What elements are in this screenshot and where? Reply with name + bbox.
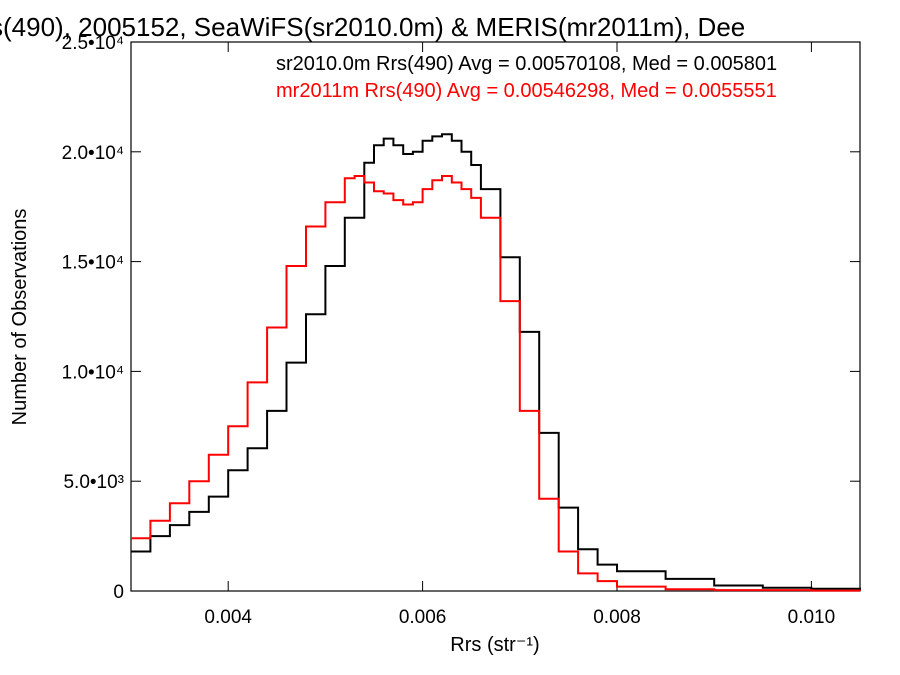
series-line-2: [131, 175, 861, 592]
chart-title: s(490), 2005152, SeaWiFS(sr2010.0m) & ME…: [0, 12, 745, 42]
y-axis-label: Number of Observations: [9, 209, 31, 426]
x-tick-label: 0.006: [399, 607, 447, 628]
series-lines: [131, 133, 861, 592]
x-tick-label: 0.010: [788, 607, 836, 628]
y-tick-label: 5.0•10³: [63, 472, 124, 493]
y-tick-label: 0: [113, 582, 124, 603]
series-line-1: [131, 133, 861, 590]
legend-entry-1: sr2010.0m Rrs(490) Avg = 0.00570108, Med…: [276, 53, 777, 75]
legend: sr2010.0m Rrs(490) Avg = 0.00570108, Med…: [276, 53, 777, 102]
plot-frame: [130, 41, 861, 592]
y-tick-label: 2.0•10⁴: [62, 143, 124, 164]
x-tick-label: 0.004: [204, 607, 252, 628]
y-tick-label: 1.5•10⁴: [62, 253, 124, 274]
y-tick-label: 2.5•10⁴: [62, 33, 124, 54]
y-tick-label: 1.0•10⁴: [62, 362, 124, 383]
x-tick-label: 0.008: [593, 607, 641, 628]
x-axis-label: Rrs (str⁻¹): [450, 634, 539, 656]
axis-ticks: 0.004 0.006 0.008 0.010 0 5.0•10³ 1.0•10⁴ 1.5•1…: [62, 33, 860, 628]
legend-entry-2: mr2011m Rrs(490) Avg = 0.00546298, Med =…: [276, 80, 777, 102]
